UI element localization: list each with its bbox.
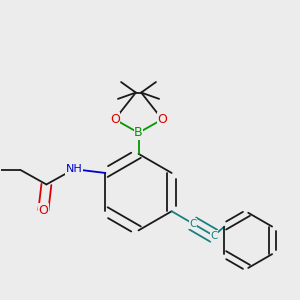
Text: O: O	[38, 204, 48, 217]
Text: NH: NH	[66, 164, 82, 174]
Text: C: C	[189, 218, 196, 229]
Text: O: O	[157, 113, 167, 126]
Text: B: B	[134, 126, 143, 139]
Text: O: O	[110, 113, 120, 126]
Text: C: C	[210, 231, 218, 241]
